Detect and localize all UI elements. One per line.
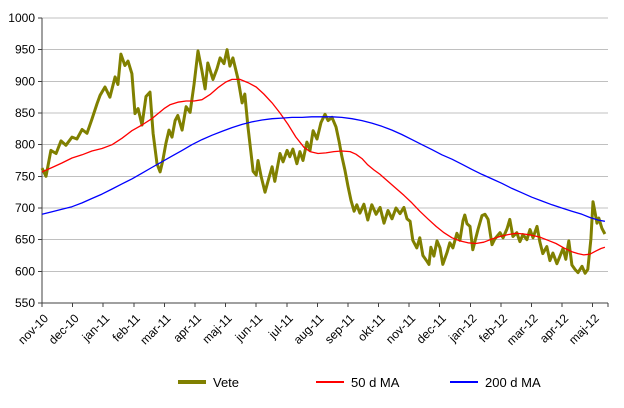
y-tick-label-600: 600 (15, 264, 35, 278)
y-tick-label-650: 650 (15, 233, 35, 247)
x-tick-label-maj-11: maj-11 (199, 311, 234, 346)
series-line-vete (40, 48, 607, 275)
y-tick-label-750: 750 (15, 169, 35, 183)
x-tick-label-jan-12: jan-12 (445, 311, 479, 345)
x-tick-label-mar-12: mar-12 (504, 311, 541, 348)
y-tick-label-950: 950 (15, 43, 35, 57)
y-tick-label-900: 900 (15, 74, 35, 88)
x-tick-label-dec-10: dec-10 (46, 311, 82, 347)
x-tick-label-aug-11: aug-11 (291, 311, 327, 347)
x-tick-label-jun-11: jun-11 (232, 311, 266, 345)
x-tick-label-maj-12: maj-12 (566, 311, 602, 347)
series-line-200-d-ma (41, 116, 606, 222)
y-tick-label-800: 800 (15, 138, 35, 152)
x-tick-label-jan-11: jan-11 (79, 311, 113, 345)
series-line-50-d-ma (41, 78, 606, 256)
y-tick-label-850: 850 (15, 106, 35, 120)
y-tick-label-1000: 1000 (8, 11, 35, 25)
x-tick-label-dec-11: dec-11 (414, 311, 449, 346)
x-tick-label-nov-11: nov-11 (383, 311, 418, 346)
x-tick-label-okt-11: okt-11 (355, 311, 388, 344)
y-tick-label-550: 550 (15, 296, 35, 310)
x-tick-label-nov-10: nov-10 (15, 311, 51, 347)
y-tick-label-700: 700 (15, 201, 35, 215)
x-tick-label-sep-11: sep-11 (322, 311, 357, 346)
x-tick-label-mar-11: mar-11 (137, 311, 173, 347)
x-tick-label-apr-11: apr-11 (170, 311, 204, 345)
x-tick-label-apr-12: apr-12 (537, 311, 572, 346)
